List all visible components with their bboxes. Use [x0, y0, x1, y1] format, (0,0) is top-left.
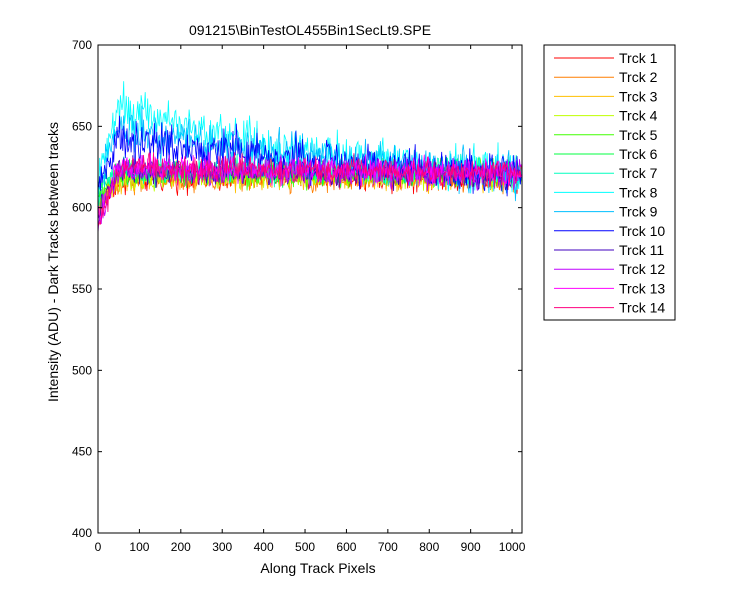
series-layer — [97, 81, 522, 234]
legend-label-14: Trck 14 — [619, 300, 665, 316]
x-tick-label: 900 — [461, 540, 481, 554]
legend-label-5: Trck 5 — [619, 127, 658, 143]
legend-label-7: Trck 7 — [619, 165, 658, 181]
x-tick-label: 700 — [378, 540, 398, 554]
x-axis-label: Along Track Pixels — [260, 560, 375, 576]
x-tick-label: 0 — [95, 540, 102, 554]
legend-label-6: Trck 6 — [619, 146, 658, 162]
x-tick-label: 400 — [254, 540, 274, 554]
x-tick-label: 200 — [171, 540, 191, 554]
x-tick-label: 500 — [295, 540, 315, 554]
legend-label-11: Trck 11 — [619, 242, 664, 258]
legend: Trck 1 Trck 2 Trck 3 Trck 4 Trck 5 Trck 6 Trck… — [543, 44, 676, 321]
x-tick-label: 100 — [129, 540, 149, 554]
y-tick-label: 700 — [72, 38, 92, 52]
legend-label-1: Trck 1 — [619, 50, 658, 66]
y-axis-label: Intensity (ADU) - Dark Tracks between tr… — [45, 122, 61, 402]
y-tick-label: 600 — [72, 201, 92, 215]
axes-background — [98, 45, 522, 533]
series-line-14 — [97, 152, 522, 226]
y-tick-label: 400 — [72, 526, 92, 540]
y-tick-label: 450 — [72, 445, 92, 459]
x-tick-label: 300 — [212, 540, 232, 554]
legend-items: Trck 1 Trck 2 Trck 3 Trck 4 Trck 5 Trck 6 Trck… — [554, 50, 665, 316]
x-axis-ticks: 0 100 200 300 400 500 600 700 800 900 1000 — [95, 45, 526, 554]
legend-label-3: Trck 3 — [619, 88, 658, 104]
legend-label-13: Trck 13 — [619, 280, 665, 296]
x-tick-label: 1000 — [499, 540, 526, 554]
plot-area: 0 100 200 300 400 500 600 700 800 900 1000 400 450 5… — [72, 38, 526, 554]
y-axis-ticks: 400 450 500 550 600 650 700 — [72, 38, 522, 540]
y-tick-label: 500 — [72, 363, 92, 377]
legend-label-4: Trck 4 — [619, 108, 658, 124]
x-tick-label: 600 — [336, 540, 356, 554]
legend-label-8: Trck 8 — [619, 184, 658, 200]
legend-label-9: Trck 9 — [619, 204, 658, 220]
y-tick-label: 550 — [72, 282, 92, 296]
legend-box — [543, 44, 676, 321]
legend-label-10: Trck 10 — [619, 223, 665, 239]
legend-label-2: Trck 2 — [619, 69, 658, 85]
x-tick-label: 800 — [419, 540, 439, 554]
series-line-12 — [97, 154, 522, 234]
legend-label-12: Trck 12 — [619, 261, 665, 277]
chart-title: 091215\BinTestOL455Bin1SecLt9.SPE — [189, 22, 431, 38]
y-tick-label: 650 — [72, 119, 92, 133]
